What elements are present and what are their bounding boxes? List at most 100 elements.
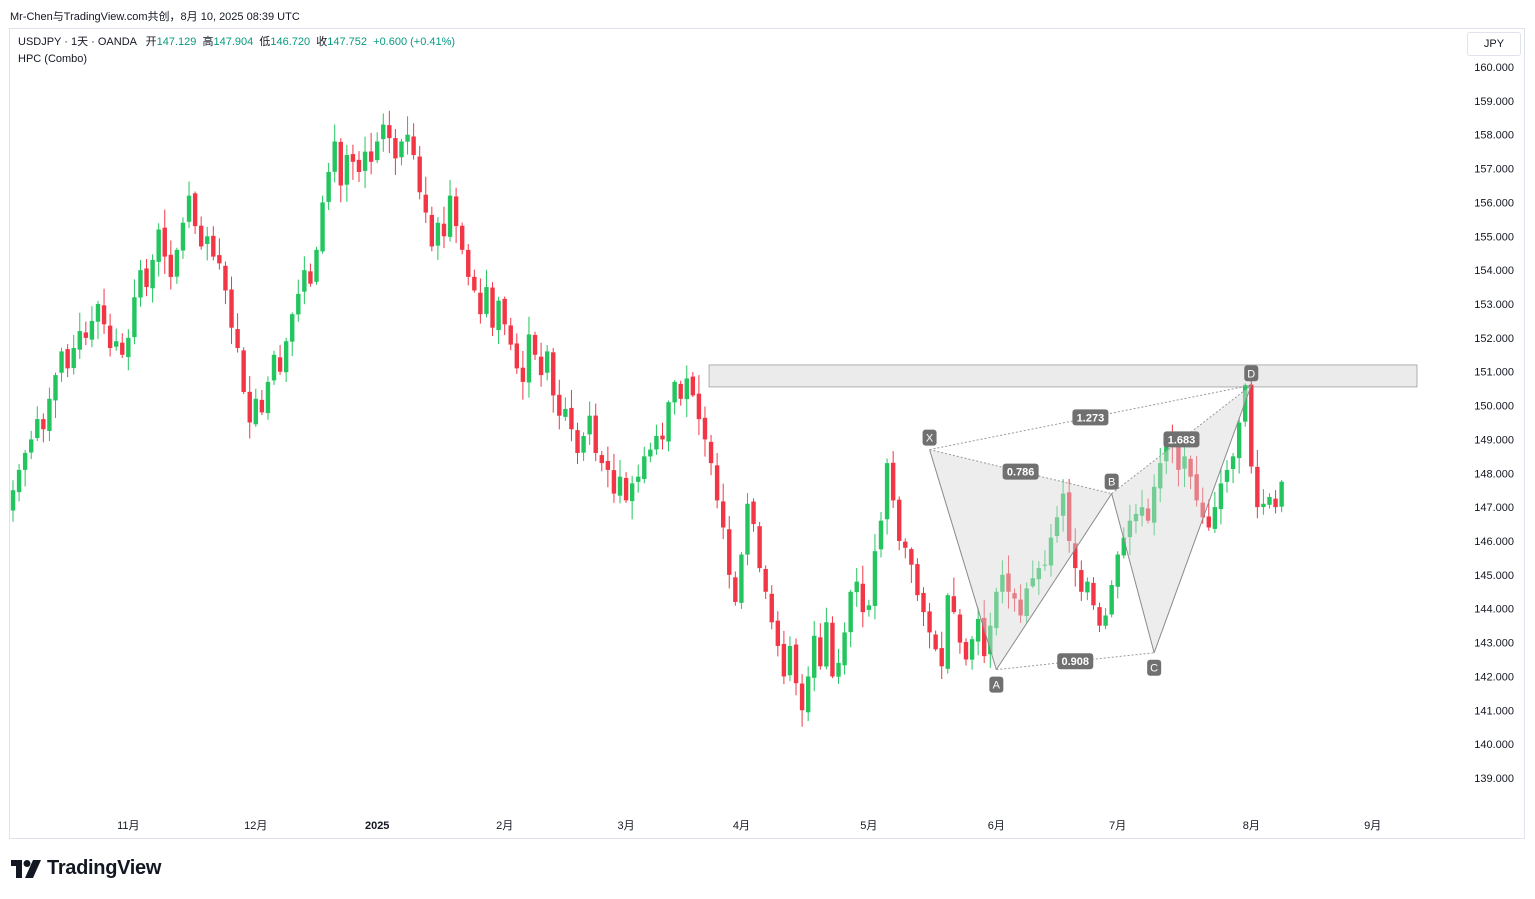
- candle-body[interactable]: [1139, 507, 1145, 516]
- candle-body[interactable]: [751, 501, 756, 525]
- candle-body[interactable]: [890, 462, 896, 501]
- candle-body[interactable]: [459, 225, 465, 250]
- symbol-label[interactable]: USDJPY · 1天 · OANDA: [18, 36, 137, 48]
- candle-body[interactable]: [35, 419, 40, 439]
- resistance-zone[interactable]: [708, 364, 1418, 388]
- candle-body[interactable]: [338, 141, 343, 186]
- candle-body[interactable]: [963, 642, 969, 660]
- candle-body[interactable]: [1224, 469, 1230, 482]
- candle-body[interactable]: [192, 193, 198, 227]
- candle-body[interactable]: [884, 463, 890, 520]
- candle-body[interactable]: [1255, 466, 1260, 508]
- pattern-leg-AB[interactable]: [995, 493, 1113, 670]
- candle-body[interactable]: [1236, 422, 1242, 459]
- candle-body[interactable]: [781, 643, 787, 677]
- candle-body[interactable]: [830, 622, 835, 677]
- candle-body[interactable]: [107, 325, 113, 349]
- candle-body[interactable]: [939, 648, 944, 667]
- candle-body[interactable]: [65, 349, 70, 369]
- pattern-point-X-bg[interactable]: [922, 429, 937, 446]
- candle-body[interactable]: [375, 141, 380, 161]
- candle-body[interactable]: [514, 343, 520, 369]
- candle-body[interactable]: [399, 141, 404, 158]
- candle-body[interactable]: [10, 490, 16, 511]
- candle-body[interactable]: [1176, 445, 1181, 470]
- candle-body[interactable]: [575, 430, 580, 453]
- candle-body[interactable]: [217, 255, 222, 264]
- candle-body[interactable]: [544, 351, 550, 373]
- candle-body[interactable]: [277, 357, 283, 372]
- candle-body[interactable]: [739, 554, 744, 603]
- candle-body[interactable]: [897, 499, 902, 541]
- candle-body[interactable]: [1085, 581, 1090, 593]
- candle-body[interactable]: [708, 441, 714, 464]
- candle-body[interactable]: [198, 225, 204, 247]
- candle-body[interactable]: [1042, 564, 1048, 566]
- candle-body[interactable]: [144, 268, 149, 288]
- pattern-point-A-bg[interactable]: [989, 676, 1004, 693]
- candle-body[interactable]: [59, 351, 64, 373]
- candle-body[interactable]: [611, 470, 617, 494]
- candle-body[interactable]: [678, 383, 683, 399]
- candle-body[interactable]: [727, 529, 732, 575]
- pattern-leg-BC[interactable]: [1111, 493, 1155, 653]
- candle-body[interactable]: [951, 596, 957, 613]
- candle-body[interactable]: [259, 399, 265, 413]
- candle-body[interactable]: [563, 408, 568, 417]
- candle-body[interactable]: [381, 124, 386, 140]
- candle-body[interactable]: [557, 394, 562, 416]
- candle-body[interactable]: [696, 393, 702, 420]
- candle-body[interactable]: [769, 593, 774, 623]
- candle-body[interactable]: [229, 289, 234, 328]
- candle-body[interactable]: [903, 541, 908, 548]
- candle-body[interactable]: [162, 227, 167, 257]
- candle-body[interactable]: [441, 223, 447, 237]
- candle-body[interactable]: [666, 402, 671, 442]
- candle-body[interactable]: [241, 350, 246, 393]
- candle-body[interactable]: [1206, 516, 1211, 528]
- candle-body[interactable]: [945, 595, 950, 669]
- candle-body[interactable]: [684, 378, 689, 400]
- candle-body[interactable]: [41, 419, 46, 430]
- candle-body[interactable]: [1158, 463, 1163, 489]
- candle-body[interactable]: [593, 415, 598, 453]
- candle-body[interactable]: [113, 341, 119, 347]
- candle-body[interactable]: [205, 236, 210, 244]
- candle-body[interactable]: [520, 367, 526, 382]
- candle-body[interactable]: [326, 171, 331, 202]
- candle-body[interactable]: [599, 455, 604, 464]
- candle-body[interactable]: [423, 194, 428, 213]
- candle-body[interactable]: [223, 265, 228, 291]
- candle-body[interactable]: [775, 620, 781, 646]
- candle-body[interactable]: [47, 398, 52, 432]
- candle-body[interactable]: [988, 625, 993, 655]
- candle-body[interactable]: [1054, 517, 1060, 537]
- indicator-label[interactable]: HPC (Combo): [18, 53, 88, 65]
- candle-body[interactable]: [1060, 493, 1066, 516]
- candle-body[interactable]: [636, 476, 641, 482]
- candle-body[interactable]: [702, 417, 708, 440]
- candle-body[interactable]: [168, 254, 174, 277]
- tradingview-logo[interactable]: TradingView: [11, 857, 161, 880]
- candle-body[interactable]: [350, 154, 356, 162]
- candle-body[interactable]: [1103, 615, 1108, 626]
- candle-body[interactable]: [818, 637, 823, 667]
- candle-body[interactable]: [89, 320, 95, 340]
- candle-body[interactable]: [787, 645, 793, 676]
- candle-body[interactable]: [411, 136, 416, 156]
- candle-body[interactable]: [22, 452, 28, 470]
- candle-body[interactable]: [156, 229, 161, 262]
- candle-body[interactable]: [271, 354, 277, 381]
- candle-body[interactable]: [429, 214, 435, 247]
- candle-body[interactable]: [569, 407, 574, 430]
- candle-body[interactable]: [126, 337, 131, 358]
- candle-body[interactable]: [478, 292, 483, 315]
- candle-body[interactable]: [138, 270, 143, 298]
- currency-button[interactable]: JPY: [1467, 32, 1521, 56]
- candle-body[interactable]: [387, 125, 392, 139]
- candle-body[interactable]: [101, 305, 107, 325]
- candle-body[interactable]: [872, 551, 878, 606]
- candle-body[interactable]: [957, 614, 963, 643]
- candle-body[interactable]: [174, 249, 180, 277]
- candle-body[interactable]: [435, 222, 441, 246]
